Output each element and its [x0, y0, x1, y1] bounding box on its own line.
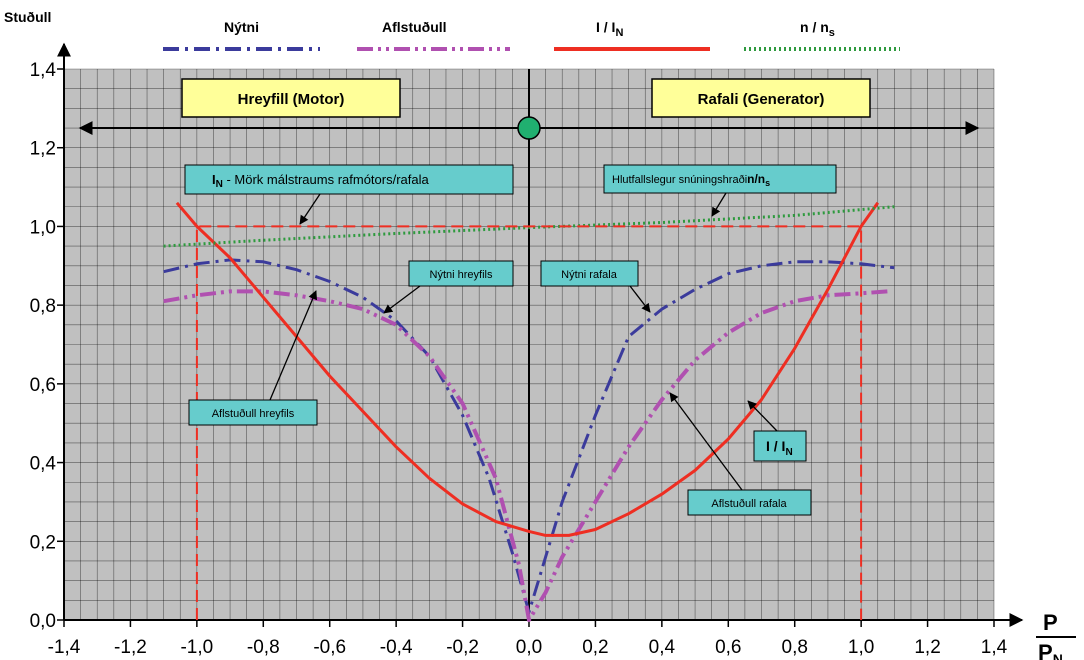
arrow-speed: [711, 192, 727, 217]
in-limit-label: IN - Mörk málstraums rafmótors/rafala: [212, 172, 430, 190]
in-limit-box: IN - Mörk málstraums rafmótors/rafala: [184, 164, 514, 195]
center-marker: [517, 116, 541, 140]
pf-motor-box: Aflstuðull hreyfils: [188, 399, 318, 426]
pointer-arrows: [269, 192, 778, 491]
series-limit: [195, 225, 863, 620]
arrow-eff-gen: [629, 285, 651, 313]
x-tick-label: 0,4: [649, 637, 676, 658]
speed-label-box: Hlutfallslegur snúningshraðin/ns: [603, 164, 837, 194]
legend-label-current: I / IN: [596, 19, 623, 39]
series-current: [175, 201, 880, 537]
eff-motor-label: Nýtni hreyfils: [430, 269, 493, 281]
legend: Nýtni Aflstuðull I / IN n / ns: [163, 19, 900, 51]
legend-label-efficiency: Nýtni: [224, 19, 259, 35]
generator-box-label: Rafali (Generator): [698, 91, 825, 108]
x-tick-label: 1,4: [981, 637, 1008, 658]
speed-label: Hlutfallslegur snúningshraðin/ns: [612, 172, 770, 188]
y-tick-label: 0,0: [30, 611, 56, 632]
axes: [57, 42, 1024, 627]
arrow-pf-motor: [269, 290, 318, 401]
x-axis-label: P PN: [1036, 610, 1076, 660]
eff-gen-label: Nýtni rafala: [561, 269, 618, 281]
x-tick-label: 1,0: [848, 637, 874, 658]
series-speed: [163, 205, 895, 248]
current-label: I / IN: [766, 438, 793, 458]
x-tick-label: -0,4: [380, 637, 413, 658]
y-tick-label: 0,8: [30, 296, 56, 317]
x-tick-label: -1,4: [48, 637, 81, 658]
motor-box-label: Hreyfill (Motor): [238, 91, 345, 108]
x-tick-label: 1,2: [914, 637, 940, 658]
arrow-current: [747, 400, 778, 432]
arrow-pf-gen: [669, 392, 743, 491]
x-tick-label: 0,0: [516, 637, 542, 658]
eff-motor-box: Nýtni hreyfils: [408, 260, 514, 287]
current-label-box: I / IN: [753, 430, 807, 462]
y-tick-label: 1,4: [30, 60, 57, 81]
y-tick-label: 1,2: [30, 139, 56, 160]
eff-gen-box: Nýtni rafala: [540, 260, 639, 287]
legend-label-powerfactor: Aflstuðull: [382, 19, 447, 35]
y-tick-label: 1,0: [30, 217, 56, 238]
motor-box: Hreyfill (Motor): [181, 78, 401, 118]
x-tick-label: -0,8: [247, 637, 280, 658]
x-tick-label: -0,6: [313, 637, 346, 658]
pf-motor-label: Aflstuðull hreyfils: [212, 408, 295, 420]
y-tick-label: 0,4: [30, 454, 57, 475]
y-tick-label: 0,6: [30, 375, 56, 396]
x-tick-label: -1,2: [114, 637, 147, 658]
y-axis-label: Stuðull: [4, 9, 51, 25]
arrow-in-limit: [299, 193, 321, 225]
x-tick-label: 0,6: [715, 637, 741, 658]
x-tick-label: 0,2: [582, 637, 608, 658]
x-label-den-sub: N: [1053, 651, 1063, 660]
series-layer: [163, 116, 895, 622]
pf-gen-label: Aflstuðull rafala: [711, 498, 787, 510]
legend-current-sub: N: [615, 27, 623, 39]
legend-label-speed: n / ns: [800, 19, 835, 39]
x-tick-label: -1,0: [180, 637, 213, 658]
arrow-eff-motor: [383, 285, 421, 314]
y-tick-label: 0,2: [30, 532, 56, 553]
series-powerfactor: [163, 289, 888, 622]
x-label-denominator: PN: [1038, 640, 1063, 660]
pf-gen-box: Aflstuðull rafala: [687, 489, 812, 516]
x-tick-label: -0,2: [446, 637, 479, 658]
x-tick-label: 0,8: [782, 637, 808, 658]
ticks: -1,4 -1,2 -1,0 -0,8 -0,6 -0,4 -0,2 0,0 0,2 0,4 0,6…: [30, 60, 1008, 658]
x-label-numerator: P: [1043, 610, 1058, 635]
generator-box: Rafali (Generator): [651, 78, 871, 118]
legend-speed-sub: s: [829, 27, 835, 39]
